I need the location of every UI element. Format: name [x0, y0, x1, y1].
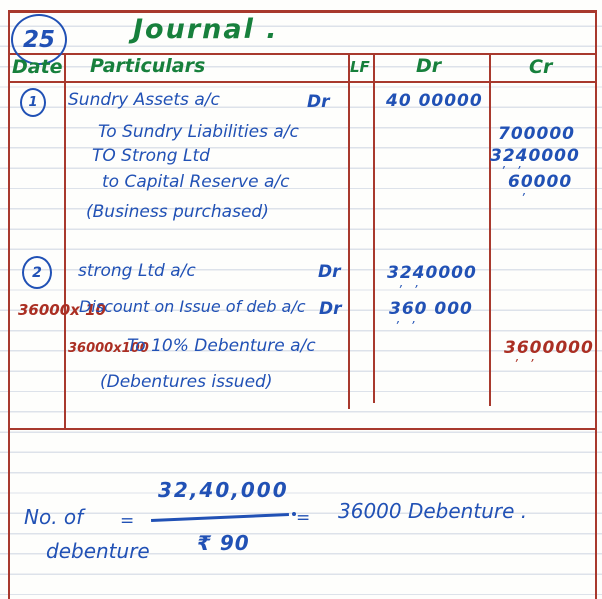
- entry1-line2-cr-amount: 700000: [498, 124, 575, 144]
- calc-numerator: 32,40,000: [158, 478, 289, 502]
- entry1-line1-dr-amount: 40 00000: [386, 91, 483, 111]
- entry1-line3-comma-ticks: ’ ’: [501, 164, 525, 178]
- entry1-line1-text: Sundry Assets a/c: [68, 90, 220, 110]
- entry1-line3-cr-amount: 3240000: [490, 146, 580, 166]
- entry2-line2-dr-amount: 360 000: [389, 299, 473, 319]
- calc-label-line2: debenture: [46, 539, 150, 563]
- calc-label-line1: No. of: [24, 505, 84, 529]
- page-left-margin-line: [8, 10, 10, 599]
- entry2-line1-comma-ticks: ’ ’: [398, 283, 422, 297]
- entry2-line2-dr-label: Dr: [319, 299, 342, 319]
- entry1-number-circle: 1: [20, 88, 46, 117]
- calc-result: 36000 Debenture .: [338, 499, 528, 523]
- page-number-badge: 25: [11, 14, 67, 65]
- fraction-line: [151, 512, 289, 523]
- lf-column-right-divider: [373, 53, 375, 403]
- date-column-divider: [64, 53, 66, 428]
- lf-column-left-divider: [348, 53, 350, 409]
- entry1-line4-cr-amount: 60000: [508, 172, 573, 192]
- entry1-narration: (Business purchased): [86, 202, 269, 222]
- col-header-particulars: Particulars: [90, 55, 206, 77]
- table-top-border: [8, 10, 595, 13]
- entry2-red-calculation-note: 36000x100: [68, 341, 149, 356]
- entry2-narration: (Debentures issued): [100, 372, 273, 392]
- entry1-line4-text: to Capital Reserve a/c: [102, 172, 290, 192]
- dr-cr-column-divider: [489, 53, 491, 406]
- entry2-number: 2: [32, 264, 42, 281]
- entry2-number-circle: 2: [22, 256, 52, 289]
- page-right-margin-line: [595, 10, 597, 599]
- entry1-line2-text: To Sundry Liabilities a/c: [98, 122, 299, 142]
- entry1-line3-text: TO Strong Ltd: [92, 146, 210, 166]
- entry2-margin-calculation-note: 36000x 10: [18, 301, 106, 319]
- entry1-line1-dr-label: Dr: [307, 92, 330, 112]
- entry2-line2-comma-ticks: ’ ’: [395, 319, 419, 333]
- table-bottom-border: [8, 428, 595, 430]
- calc-equals-2: =: [296, 508, 311, 528]
- entry1-number: 1: [28, 95, 38, 110]
- col-header-dr: Dr: [416, 55, 442, 77]
- header-row-top-border: [8, 53, 595, 55]
- col-header-lf: LF: [350, 58, 370, 76]
- page-number: 25: [22, 26, 55, 53]
- col-header-date: Date: [12, 56, 63, 78]
- fraction-line-end-dot: [292, 512, 296, 516]
- header-row-bottom-border: [8, 81, 595, 83]
- col-header-cr: Cr: [529, 56, 553, 78]
- entry2-line3-comma-ticks: ’ ’: [514, 357, 538, 371]
- journal-title: Journal .: [133, 14, 279, 45]
- entry1-line4-comma-tick: ’: [521, 191, 529, 205]
- calc-denominator: ₹ 90: [197, 531, 250, 555]
- entry2-line1-text: strong Ltd a/c: [78, 261, 196, 281]
- entry2-line1-dr-amount: 3240000: [387, 263, 477, 283]
- entry2-line3-cr-amount: 3600000: [504, 338, 594, 358]
- entry2-line3-text: To 10% Debenture a/c: [127, 336, 316, 356]
- entry2-line1-dr-label: Dr: [318, 262, 341, 282]
- calc-equals-1: =: [120, 511, 135, 531]
- entry2-line2-text: Discount on Issue of deb a/c: [79, 297, 306, 316]
